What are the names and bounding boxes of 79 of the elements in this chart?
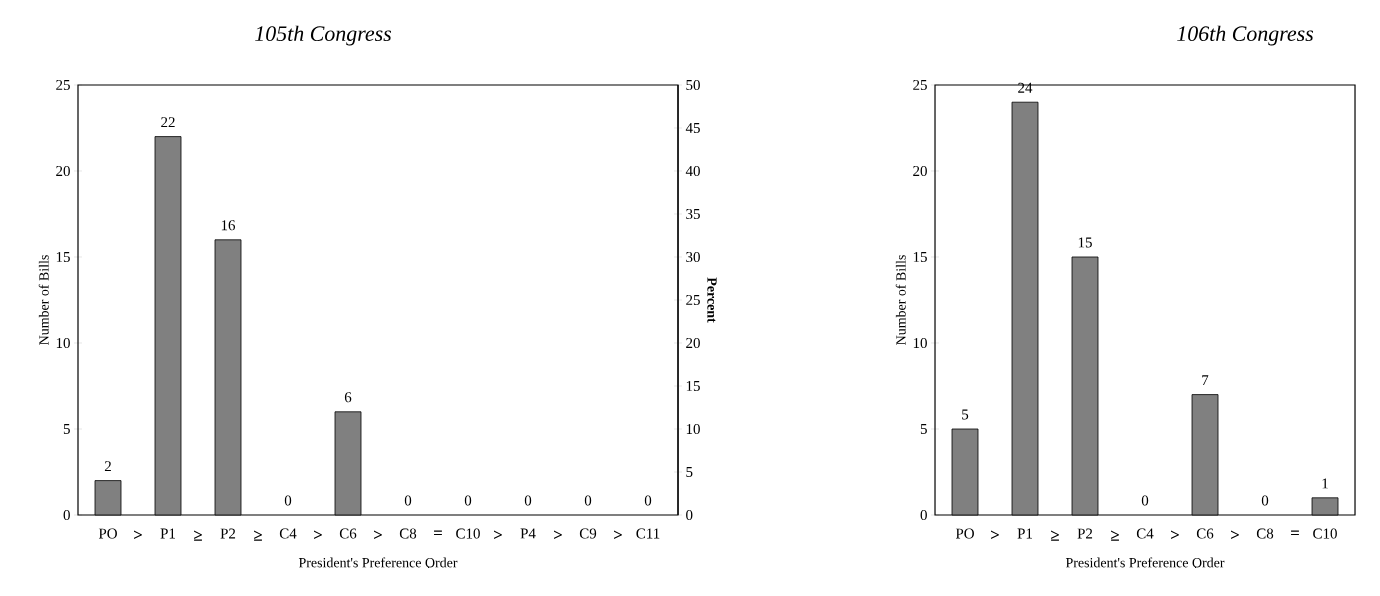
- data-label: 0: [284, 495, 292, 506]
- y-tick-label: 0: [920, 509, 927, 521]
- data-label: 0: [584, 495, 592, 506]
- y-tick-label: 10: [56, 337, 70, 349]
- x-tick-label: PO: [955, 528, 974, 539]
- x-tick-label: P1: [1017, 528, 1033, 539]
- y-tick-label: 20: [913, 165, 927, 177]
- text: ≥: [1111, 530, 1119, 541]
- x-tick-label: C4: [1136, 528, 1154, 539]
- text: >: [991, 530, 999, 540]
- y2-tick-label: 20: [686, 337, 700, 349]
- x-tick-label: C4: [279, 528, 297, 539]
- y-axis-title: Number of Bills: [38, 255, 49, 345]
- y2-axis-title: Percent: [707, 277, 717, 323]
- data-label: 0: [404, 495, 412, 506]
- data-label: 0: [644, 495, 652, 506]
- text: >: [554, 530, 562, 540]
- y2-tick-label: 0: [686, 509, 693, 521]
- x-tick-label: C8: [1256, 528, 1274, 539]
- data-label: 7: [1202, 375, 1209, 386]
- y2-tick-label: 15: [686, 381, 700, 391]
- x-tick-label: P1: [160, 528, 175, 539]
- y-tick-label: 5: [63, 424, 70, 434]
- data-label: 0: [464, 495, 472, 506]
- x-tick-label: C8: [399, 528, 417, 539]
- text: >: [314, 530, 322, 540]
- x-tick-label: C10: [1313, 528, 1337, 539]
- x-tick-label: P4: [520, 528, 536, 539]
- y2-tick-label: 30: [686, 251, 700, 263]
- y-tick-label: 0: [63, 509, 70, 521]
- text: >: [614, 530, 622, 540]
- data-label: 0: [524, 495, 532, 506]
- text: >: [494, 530, 502, 540]
- data-label: 15: [1078, 237, 1092, 248]
- y-tick-label: 10: [913, 337, 927, 349]
- data-label: 5: [962, 409, 969, 420]
- data-label: 1: [1322, 478, 1328, 489]
- y-tick-label: 20: [56, 165, 70, 177]
- y-tick-label: 15: [913, 252, 927, 262]
- data-label: 16: [221, 220, 236, 231]
- y-axis-title: Number of Bills: [895, 255, 906, 345]
- chart-title: 105th Congress: [255, 25, 392, 46]
- x-tick-label: C9: [579, 528, 597, 539]
- y2-tick-label: 25: [686, 294, 700, 306]
- y2-tick-label: 5: [686, 467, 693, 477]
- x-axis-title: President's Preference Order: [298, 557, 458, 568]
- y2-tick-label: 40: [685, 165, 700, 177]
- text: =: [434, 530, 442, 536]
- text: >: [1171, 530, 1179, 540]
- text: ≥: [194, 530, 202, 541]
- y2-tick-label: 45: [685, 123, 700, 133]
- x-tick-label: P2: [1077, 528, 1093, 539]
- text: ≥: [1051, 530, 1059, 541]
- text: =: [1291, 530, 1299, 536]
- y2-tick-label: 35: [686, 208, 700, 220]
- x-axis-title: President's Preference Order: [1065, 557, 1225, 568]
- y-tick-label: 15: [56, 252, 70, 262]
- data-label: 6: [344, 392, 352, 403]
- data-label: 0: [1141, 495, 1149, 506]
- data-label: 2: [104, 461, 111, 472]
- y-tick-label: 25: [56, 79, 70, 91]
- x-tick-label: C11: [636, 528, 660, 539]
- data-label: 22: [161, 117, 175, 128]
- x-tick-label: C6: [1196, 528, 1214, 539]
- y-tick-label: 5: [920, 424, 927, 434]
- text: ≥: [254, 530, 262, 541]
- text: >: [134, 530, 142, 540]
- data-label: 0: [1261, 495, 1269, 506]
- y-tick-label: 25: [913, 79, 927, 91]
- chart-title: 106th Congress: [1177, 25, 1314, 46]
- text: >: [1231, 530, 1239, 540]
- y2-tick-label: 50: [686, 79, 700, 91]
- text: >: [374, 530, 382, 540]
- x-tick-label: PO: [98, 528, 117, 539]
- x-tick-label: C10: [456, 528, 480, 539]
- x-tick-label: P2: [220, 528, 236, 539]
- x-tick-label: C6: [339, 528, 357, 539]
- data-label: 24: [1018, 82, 1033, 93]
- y2-tick-label: 10: [686, 423, 700, 435]
